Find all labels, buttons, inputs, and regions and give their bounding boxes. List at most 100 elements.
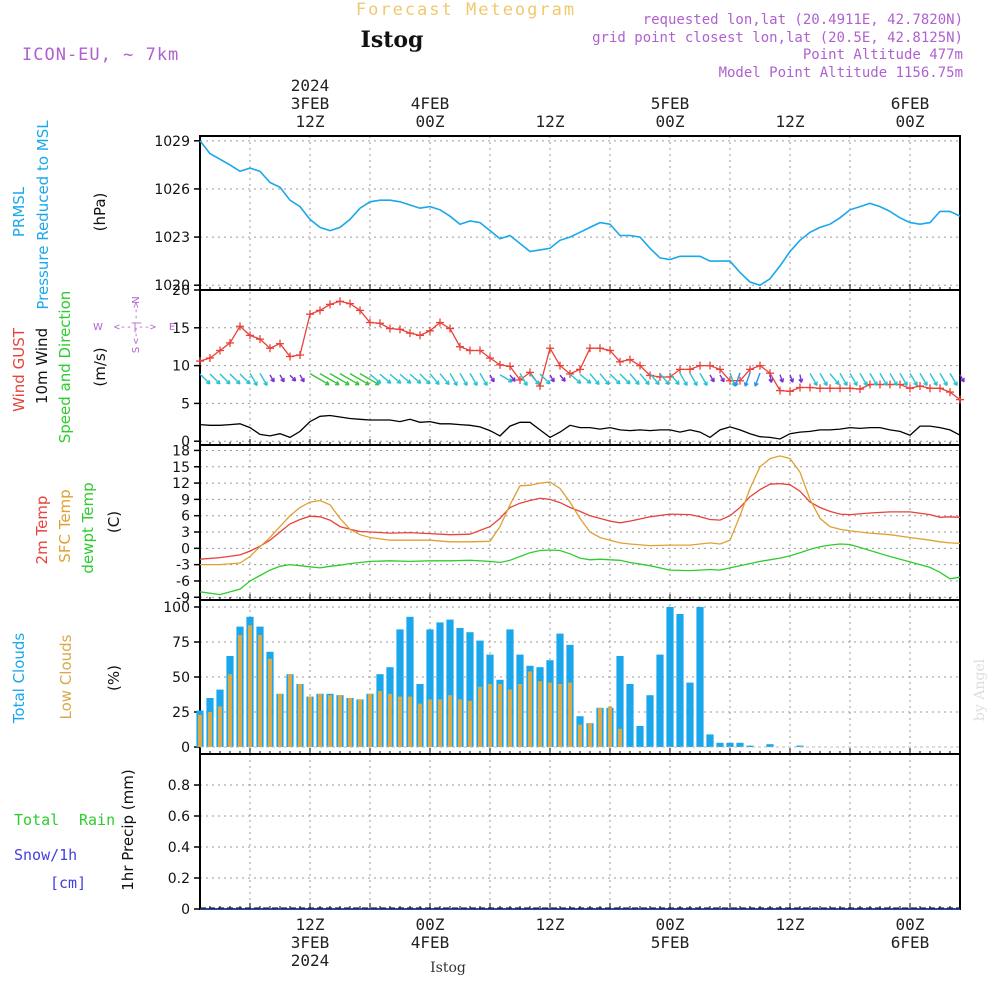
gust-marker — [356, 306, 364, 315]
gust-marker — [236, 322, 244, 331]
gust-marker — [826, 384, 834, 393]
bottom-time-label: 3FEB — [291, 933, 330, 952]
y-tick-label: 1023 — [154, 230, 190, 246]
gust-marker — [506, 362, 514, 371]
y-tick-label: 0 — [181, 740, 190, 756]
wind-arrow — [869, 372, 878, 387]
gust-marker — [596, 344, 604, 353]
gust-marker — [276, 339, 284, 348]
temperature-panel — [199, 455, 961, 596]
wind-arrow — [479, 372, 488, 387]
top-time-label: 00Z — [416, 112, 445, 131]
bottom-time-label: 2024 — [291, 951, 330, 970]
wind-arrow — [753, 372, 761, 387]
bottom-time-label: 00Z — [656, 915, 685, 934]
y-tick-label: 25 — [172, 705, 190, 721]
clouds-label-total: Total Clouds — [10, 633, 28, 725]
y-tick-label: 0.2 — [168, 871, 190, 887]
y-tick-label: 5 — [181, 396, 190, 412]
gust-marker — [936, 384, 944, 393]
low-cloud-bar — [348, 698, 352, 747]
y-tick-label: 12 — [172, 476, 190, 492]
low-cloud-bar — [358, 699, 362, 747]
clouds-label-low: Low Clouds — [57, 634, 75, 719]
compass-arrow-vertical: <--|--> — [131, 302, 142, 344]
wind-arrow — [733, 372, 741, 387]
temp-label-2m: 2m Temp — [33, 496, 51, 565]
low-cloud-bar — [268, 658, 272, 747]
y-tick-label: 9 — [181, 492, 190, 508]
wind-arrow — [349, 373, 370, 386]
y-tick-label: 1020 — [154, 278, 190, 294]
low-cloud-bar — [588, 723, 592, 747]
low-cloud-bar — [298, 684, 302, 747]
gust-marker — [526, 368, 534, 377]
model-altitude: Model Point Altitude 1156.75m — [719, 65, 963, 81]
total-cloud-bar — [686, 682, 694, 747]
low-cloud-bar — [398, 696, 402, 747]
gust-marker — [326, 300, 334, 309]
wind-arrow — [539, 373, 551, 385]
y-tick-label: 100 — [163, 600, 190, 616]
wind-label-gust: Wind GUST — [10, 327, 28, 412]
wind-arrow — [269, 374, 275, 383]
bottom-time-label: 6FEB — [891, 933, 930, 952]
low-cloud-bar — [228, 674, 232, 747]
total-cloud-bar — [436, 622, 444, 747]
y-axis-ticks: 102010231026102905101520-9-6-30369121518… — [154, 134, 961, 918]
low-cloud-bar — [368, 693, 372, 747]
gust-marker — [806, 383, 814, 392]
y-tick-label: 10 — [172, 359, 190, 375]
total-cloud-bar — [796, 745, 804, 747]
bottom-time-label: 5FEB — [651, 933, 690, 952]
gust-marker — [616, 357, 624, 366]
station-title: Istog — [361, 27, 424, 53]
temp-label-sfc: SFC Temp — [56, 489, 74, 562]
footer-station: Istog — [430, 960, 466, 976]
gust-marker — [256, 335, 264, 344]
wind-arrow — [259, 372, 268, 387]
wind-arrow — [789, 374, 795, 383]
top-time-label: 4FEB — [411, 94, 450, 113]
y-tick-label: 0.8 — [168, 778, 190, 794]
wind-arrow — [449, 372, 458, 387]
low-cloud-bar — [538, 681, 542, 747]
total-cloud-bar — [736, 742, 744, 747]
panel-frame-temp — [199, 444, 961, 601]
precip-label-rain: Rain — [79, 811, 115, 829]
wind-label-10m: 10m Wind — [33, 328, 51, 404]
wind-arrow — [889, 372, 898, 387]
gust-marker — [346, 299, 354, 308]
low-cloud-bar — [388, 693, 392, 747]
precip-label-total: Total — [14, 811, 59, 829]
total-cloud-bar — [696, 607, 704, 747]
gust-marker — [706, 361, 714, 370]
wind-arrow — [929, 372, 938, 387]
wind-arrow — [319, 373, 340, 386]
wind-arrow — [569, 373, 582, 384]
gust-marker — [226, 338, 234, 347]
y-tick-label: 0 — [181, 434, 190, 450]
gust-marker — [946, 388, 954, 397]
wind-arrow — [629, 373, 640, 386]
gust-marker — [306, 310, 314, 319]
panel-frame-precip — [199, 753, 961, 910]
low-cloud-bar — [448, 695, 452, 747]
y-tick-label: 1026 — [154, 182, 190, 198]
gust-marker — [786, 387, 794, 396]
wind-arrow — [249, 372, 258, 387]
wind-arrow — [819, 372, 828, 387]
low-cloud-bar — [218, 706, 222, 747]
model-name: ICON-EU, ~ 7km — [22, 45, 179, 65]
compass-w: W — [93, 322, 103, 333]
top-time-label: 5FEB — [651, 94, 690, 113]
total-cloud-bar — [506, 629, 514, 747]
low-cloud-bar — [198, 714, 202, 747]
low-cloud-bar — [568, 682, 572, 747]
wind-arrow — [279, 374, 285, 383]
gust-marker — [366, 318, 374, 327]
gust-marker — [816, 384, 824, 393]
wind-arrow — [609, 373, 621, 385]
requested-coords: requested lon,lat (20.4911E, 42.7820N) — [643, 12, 963, 28]
